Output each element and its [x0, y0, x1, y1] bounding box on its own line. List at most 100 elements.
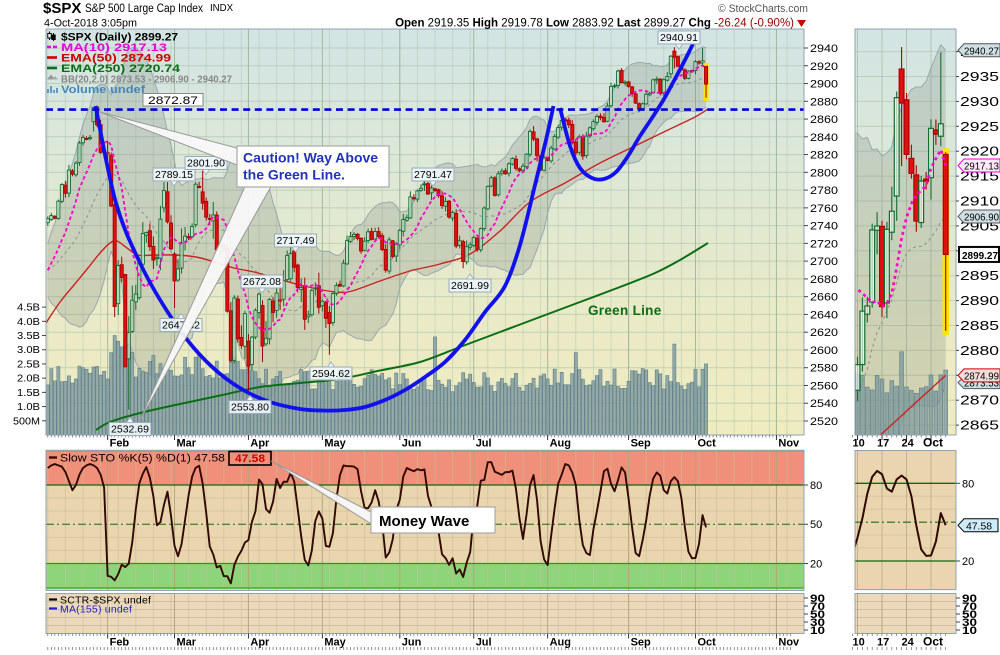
- svg-text:2910: 2910: [960, 194, 999, 209]
- svg-text:47.58: 47.58: [966, 520, 992, 532]
- svg-text:Open 2919.35 High 2919.78 Low: Open 2919.35 High 2919.78 Low 2883.92 La…: [395, 18, 794, 30]
- svg-text:Oct: Oct: [698, 637, 717, 649]
- svg-text:2594.62: 2594.62: [312, 368, 350, 380]
- svg-text:2920: 2920: [810, 61, 838, 73]
- svg-text:2872.87: 2872.87: [148, 95, 198, 107]
- svg-text:2895: 2895: [960, 268, 999, 283]
- svg-text:Sep: Sep: [631, 637, 651, 649]
- svg-text:2740: 2740: [810, 221, 838, 233]
- svg-text:Jun: Jun: [402, 438, 422, 450]
- svg-text:Apr: Apr: [250, 438, 270, 450]
- svg-text:500M: 500M: [13, 415, 40, 427]
- svg-text:90: 90: [962, 593, 977, 605]
- svg-text:2865: 2865: [960, 418, 999, 433]
- svg-text:2600: 2600: [810, 345, 838, 357]
- svg-text:2820: 2820: [810, 150, 838, 162]
- svg-text:INDX: INDX: [210, 3, 233, 14]
- svg-text:EMA(250) 2720.74: EMA(250) 2720.74: [61, 63, 181, 75]
- svg-text:2870: 2870: [960, 393, 999, 408]
- svg-text:Sep: Sep: [631, 438, 651, 450]
- svg-text:Feb: Feb: [110, 438, 130, 450]
- svg-text:2717.49: 2717.49: [277, 235, 315, 247]
- svg-text:2.0B: 2.0B: [17, 373, 40, 385]
- svg-text:Green Line: Green Line: [588, 303, 662, 318]
- svg-text:May: May: [324, 438, 346, 450]
- svg-text:10: 10: [962, 625, 977, 637]
- svg-text:2920: 2920: [960, 144, 999, 159]
- svg-text:2789.15: 2789.15: [155, 169, 193, 181]
- svg-text:2620: 2620: [810, 327, 838, 339]
- svg-text:2680: 2680: [810, 274, 838, 286]
- svg-text:2880: 2880: [960, 343, 999, 358]
- svg-text:4.5B: 4.5B: [17, 302, 40, 314]
- svg-text:Jul: Jul: [476, 438, 492, 450]
- svg-text:24: 24: [902, 637, 915, 649]
- svg-text:2930: 2930: [960, 94, 999, 109]
- svg-text:Caution! Way Above: Caution! Way Above: [243, 150, 378, 166]
- svg-text:2560: 2560: [810, 381, 838, 393]
- svg-text:90: 90: [810, 593, 825, 605]
- svg-text:2940.27: 2940.27: [964, 45, 999, 57]
- svg-text:S&P 500 Large Cap Index: S&P 500 Large Cap Index: [85, 3, 203, 15]
- svg-text:30: 30: [962, 617, 977, 629]
- svg-text:Mar: Mar: [177, 637, 197, 649]
- svg-text:2760: 2760: [810, 203, 838, 215]
- svg-text:2.5B: 2.5B: [17, 358, 40, 370]
- svg-text:BB(20,2.0) 2873.53 - 2906.90 -: BB(20,2.0) 2873.53 - 2906.90 - 2940.27: [61, 75, 233, 86]
- svg-text:10: 10: [853, 637, 865, 649]
- svg-text:Volume undef: Volume undef: [61, 84, 145, 96]
- svg-text:2880: 2880: [810, 96, 838, 108]
- svg-text:80: 80: [962, 478, 974, 490]
- svg-text:3.0B: 3.0B: [17, 344, 40, 356]
- svg-text:EMA(50) 2874.99: EMA(50) 2874.99: [61, 53, 171, 65]
- svg-text:20: 20: [962, 556, 974, 568]
- svg-text:Jun: Jun: [402, 637, 422, 649]
- svg-text:50: 50: [810, 609, 825, 621]
- svg-text:10: 10: [853, 438, 865, 450]
- svg-text:2900: 2900: [810, 79, 838, 91]
- svg-text:2899.27: 2899.27: [962, 250, 998, 262]
- svg-text:2580: 2580: [810, 363, 838, 375]
- svg-text:1.5B: 1.5B: [17, 387, 40, 399]
- svg-text:2672.08: 2672.08: [243, 276, 281, 288]
- svg-text:2700: 2700: [810, 256, 838, 268]
- svg-text:2691.99: 2691.99: [451, 280, 489, 292]
- svg-text:2660: 2660: [810, 292, 838, 304]
- svg-text:47.58: 47.58: [235, 453, 265, 465]
- svg-text:Aug: Aug: [550, 637, 571, 649]
- svg-text:50: 50: [810, 519, 822, 531]
- svg-text:Aug: Aug: [550, 438, 571, 450]
- svg-text:Nov: Nov: [778, 438, 800, 450]
- svg-text:2553.80: 2553.80: [231, 402, 269, 414]
- svg-text:2935: 2935: [960, 69, 999, 84]
- svg-text:4-Oct-2018 3:05pm: 4-Oct-2018 3:05pm: [44, 18, 137, 30]
- svg-text:1.0B: 1.0B: [17, 401, 40, 413]
- svg-text:the Green Line.: the Green Line.: [243, 167, 345, 183]
- svg-text:17: 17: [877, 637, 889, 649]
- svg-text:Money Wave: Money Wave: [379, 513, 469, 530]
- svg-text:$SPX: $SPX: [43, 0, 81, 17]
- svg-text:Mar: Mar: [177, 438, 197, 450]
- svg-text:2791.47: 2791.47: [414, 169, 452, 181]
- svg-text:24: 24: [902, 438, 915, 450]
- svg-text:2925: 2925: [960, 119, 999, 134]
- svg-text:2906.90: 2906.90: [964, 211, 999, 223]
- svg-text:Oct: Oct: [923, 436, 943, 450]
- svg-text:Apr: Apr: [250, 637, 270, 649]
- svg-text:2780: 2780: [810, 185, 838, 197]
- svg-text:17: 17: [877, 438, 889, 450]
- svg-text:50: 50: [962, 609, 977, 621]
- svg-text:2540: 2540: [810, 398, 838, 410]
- svg-text:Jul: Jul: [476, 637, 492, 649]
- svg-text:MA(10) 2917.13: MA(10) 2917.13: [61, 42, 167, 54]
- svg-text:3.5B: 3.5B: [17, 330, 40, 342]
- svg-text:30: 30: [810, 617, 825, 629]
- svg-text:20: 20: [810, 559, 822, 571]
- svg-text:SCTR-$SPX undef: SCTR-$SPX undef: [60, 595, 151, 607]
- svg-text:2885: 2885: [960, 318, 999, 333]
- svg-text:$SPX (Daily) 2899.27: $SPX (Daily) 2899.27: [61, 32, 178, 44]
- svg-text:2640: 2640: [810, 309, 838, 321]
- svg-text:2520: 2520: [810, 416, 838, 428]
- svg-text:2874.99: 2874.99: [964, 370, 999, 382]
- svg-text:2860: 2860: [810, 114, 838, 126]
